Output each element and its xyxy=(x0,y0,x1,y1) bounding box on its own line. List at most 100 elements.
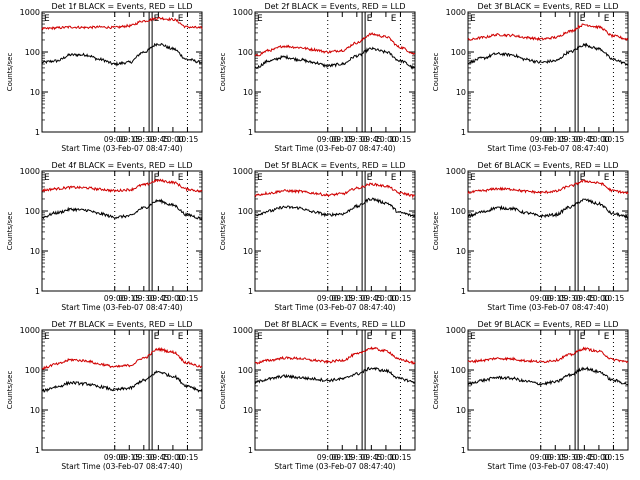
y-tick-label: 100 xyxy=(238,48,253,57)
y-tick-label: 100 xyxy=(451,207,466,216)
y-tick-label: 10 xyxy=(456,406,466,415)
x-tick-label: 09:15 xyxy=(118,294,140,303)
y-axis-label: Counts/sec xyxy=(6,53,14,92)
panel-det-2: Det 2f BLACK = Events, RED = LLD 1 10 100 10… xyxy=(219,2,416,153)
event-marker-label: E xyxy=(178,332,184,342)
x-tick-label: 09:15 xyxy=(331,453,353,462)
x-tick-label: 10:15 xyxy=(390,294,412,303)
event-marker-label: E xyxy=(178,14,184,24)
panel-title: Det 9f BLACK = Events, RED = LLD xyxy=(477,320,618,329)
x-tick-label: 09:15 xyxy=(544,453,566,462)
x-tick-label: 09:30 xyxy=(559,135,581,144)
event-marker-label: E xyxy=(604,14,610,24)
y-tick-label: 1000 xyxy=(20,167,40,176)
panel-det-3: Det 3f BLACK = Events, RED = LLD 1 10 100 10… xyxy=(432,2,629,153)
x-tick-label: 09:30 xyxy=(133,294,155,303)
x-tick-label: 10:00 xyxy=(162,453,184,462)
y-tick-label: 1000 xyxy=(233,326,253,335)
x-tick-label: 10:15 xyxy=(603,453,625,462)
plot-frame xyxy=(467,329,629,451)
panel-title: Det 6f BLACK = Events, RED = LLD xyxy=(477,161,618,170)
x-tick-label: 10:00 xyxy=(375,135,397,144)
x-axis-label: Start Time (03-Feb-07 08:47:40) xyxy=(274,462,395,471)
plot-frame xyxy=(254,11,416,133)
y-tick-label: 1 xyxy=(35,446,40,455)
y-tick-label: 1 xyxy=(35,128,40,137)
x-axis-label: Start Time (03-Feb-07 08:47:40) xyxy=(274,303,395,312)
x-axis-label: Start Time (03-Feb-07 08:47:40) xyxy=(61,144,182,153)
event-marker-label: E xyxy=(470,332,476,342)
y-tick-label: 1000 xyxy=(233,8,253,17)
x-tick-label: 09:15 xyxy=(544,135,566,144)
event-marker-label: E xyxy=(257,332,263,342)
x-tick-label: 09:45 xyxy=(148,453,170,462)
x-tick-label: 10:00 xyxy=(375,453,397,462)
x-tick-label: 09:45 xyxy=(361,453,383,462)
y-axis-label: Counts/sec xyxy=(219,371,227,410)
x-tick-label: 10:00 xyxy=(588,135,610,144)
x-tick-label: 09:30 xyxy=(559,294,581,303)
event-marker-label: E xyxy=(470,14,476,24)
series-line-lld xyxy=(467,23,629,42)
event-marker-label: E xyxy=(154,332,160,342)
plot-frame xyxy=(467,11,629,133)
x-tick-label: 09:00 xyxy=(317,453,339,462)
y-tick-label: 100 xyxy=(451,366,466,375)
x-tick-label: 10:15 xyxy=(603,135,625,144)
y-axis-label: Counts/sec xyxy=(432,53,440,92)
plot-frame xyxy=(467,170,629,292)
y-tick-label: 1000 xyxy=(446,8,466,17)
series-line-events xyxy=(255,197,416,218)
y-tick-label: 1000 xyxy=(20,326,40,335)
x-tick-label: 10:00 xyxy=(375,294,397,303)
y-tick-label: 10 xyxy=(456,88,466,97)
y-tick-label: 100 xyxy=(25,207,40,216)
x-tick-label: 09:15 xyxy=(544,294,566,303)
event-marker-label: E xyxy=(257,14,263,24)
y-tick-label: 1 xyxy=(461,446,466,455)
panel-title: Det 4f BLACK = Events, RED = LLD xyxy=(51,161,192,170)
y-tick-label: 1000 xyxy=(20,8,40,17)
y-tick-label: 100 xyxy=(25,366,40,375)
y-tick-label: 10 xyxy=(243,247,253,256)
x-tick-label: 09:15 xyxy=(118,453,140,462)
plot-frame xyxy=(254,329,416,451)
y-tick-label: 1 xyxy=(461,128,466,137)
panel-title: Det 2f BLACK = Events, RED = LLD xyxy=(264,2,405,11)
event-marker-label: E xyxy=(44,332,50,342)
x-tick-label: 09:45 xyxy=(361,135,383,144)
y-axis-label: Counts/sec xyxy=(219,53,227,92)
y-tick-label: 1000 xyxy=(233,167,253,176)
panel-title: Det 7f BLACK = Events, RED = LLD xyxy=(51,320,192,329)
x-axis-label: Start Time (03-Feb-07 08:47:40) xyxy=(487,144,608,153)
y-tick-label: 1 xyxy=(248,128,253,137)
x-tick-label: 09:45 xyxy=(148,135,170,144)
y-tick-label: 10 xyxy=(243,88,253,97)
y-tick-label: 10 xyxy=(456,247,466,256)
event-marker-label: E xyxy=(367,332,373,342)
y-tick-label: 1000 xyxy=(446,326,466,335)
series-line-events xyxy=(42,370,203,393)
y-tick-label: 1 xyxy=(248,287,253,296)
event-marker-label: E xyxy=(178,173,184,183)
event-marker-label: E xyxy=(580,14,586,24)
x-axis-label: Start Time (03-Feb-07 08:47:40) xyxy=(487,462,608,471)
event-marker-label: E xyxy=(257,173,263,183)
event-marker-label: E xyxy=(391,14,397,24)
x-tick-label: 09:15 xyxy=(331,135,353,144)
panel-title: Det 3f BLACK = Events, RED = LLD xyxy=(477,2,618,11)
x-tick-label: 09:00 xyxy=(317,294,339,303)
x-tick-label: 09:45 xyxy=(361,294,383,303)
x-tick-label: 09:30 xyxy=(133,135,155,144)
x-tick-label: 09:00 xyxy=(530,294,552,303)
x-tick-label: 09:00 xyxy=(104,135,126,144)
y-tick-label: 1000 xyxy=(446,167,466,176)
event-marker-label: E xyxy=(367,173,373,183)
panel-det-1: Det 1f BLACK = Events, RED = LLD 1 10 100 10… xyxy=(6,2,203,153)
series-line-events xyxy=(254,46,416,70)
x-tick-label: 09:15 xyxy=(331,294,353,303)
x-tick-label: 10:00 xyxy=(162,135,184,144)
event-marker-label: E xyxy=(44,173,50,183)
y-axis-label: Counts/sec xyxy=(432,212,440,251)
